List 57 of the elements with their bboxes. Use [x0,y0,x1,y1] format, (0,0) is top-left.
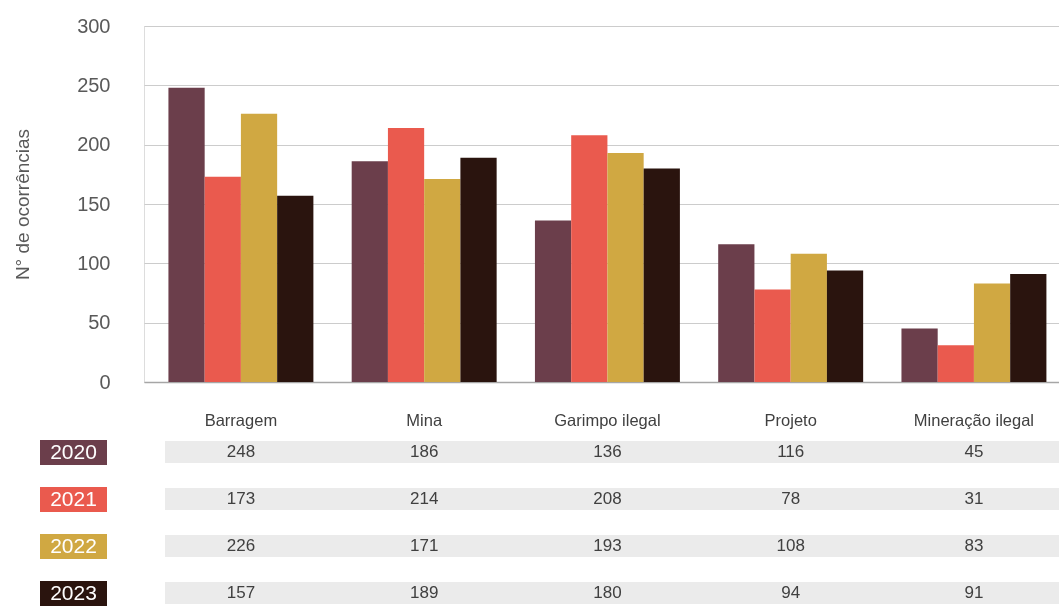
y-tick-label: 150 [77,192,111,215]
bar [424,179,461,382]
y-tick-label: 50 [88,311,111,334]
data-label: 116 [777,442,805,461]
bar [826,270,864,382]
data-label: 226 [226,536,256,555]
y-axis-title: N° de ocorrências [12,128,34,281]
data-label: 171 [409,536,439,555]
bar [901,328,938,382]
y-tick-label: 300 [77,14,111,37]
data-label: 186 [409,442,439,461]
x-tick-label: Garimpo ilegal [554,410,661,429]
data-label: 108 [776,536,805,555]
bar [460,157,497,382]
text: 2020 [50,440,97,463]
y-tick-label: 200 [77,133,111,156]
bar [204,176,241,382]
x-tick-label: Mineração ilegal [913,410,1035,429]
data-label: 91 [964,583,984,602]
y-tick-label: 0 [99,370,111,393]
bar [351,161,388,382]
bar [277,195,314,382]
x-tick-label: Mina [406,410,443,429]
x-tick-label: Projeto [764,410,817,429]
bar [1010,274,1047,382]
data-label: 83 [964,536,984,555]
data-label: 136 [593,442,622,461]
data-label: 180 [593,583,622,602]
data-label: 157 [226,583,256,602]
bar [387,128,425,382]
data-label: 94 [781,583,801,602]
bar [973,283,1011,382]
y-tick-label: 250 [77,73,111,96]
data-label: 78 [781,489,801,508]
bar [571,135,608,382]
bar [754,289,791,382]
text: 2021 [50,487,97,510]
x-tick-label: Barragem [204,410,278,429]
data-label: 31 [964,489,984,508]
y-tick-label: 100 [77,251,111,274]
bar [643,168,680,382]
bar [718,244,755,382]
data-label: 45 [964,442,984,461]
data-label: 189 [409,583,439,602]
bar [240,113,278,382]
bar [790,253,827,382]
bar [534,220,572,382]
data-label: 173 [226,489,256,508]
bar [168,87,205,382]
data-label: 248 [226,442,256,461]
text: 2022 [50,534,97,557]
data-label: 208 [593,489,622,508]
data-label: 214 [409,489,439,508]
bar [937,345,974,382]
data-label: 193 [593,536,622,555]
bar [607,152,644,382]
text: 2023 [50,581,97,604]
